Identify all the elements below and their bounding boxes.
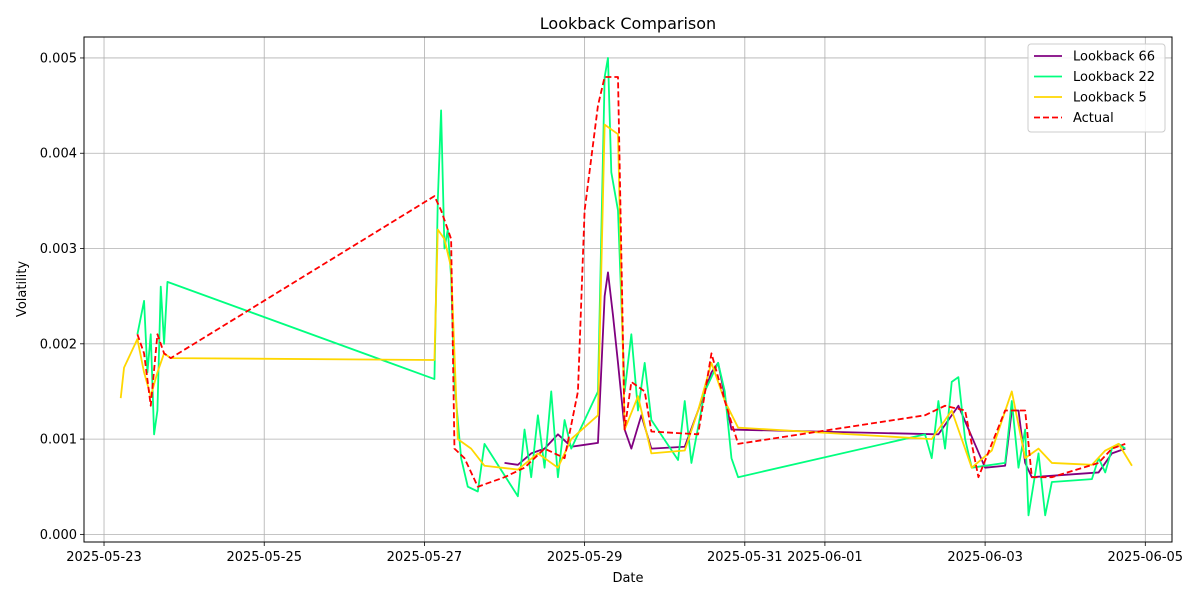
y-axis-label: Volatility xyxy=(15,261,30,317)
y-tick-label: 0.001 xyxy=(40,433,77,448)
x-tick-label: 2025-06-05 xyxy=(1108,550,1184,565)
series-layer xyxy=(119,57,1133,517)
y-tick-label: 0.002 xyxy=(40,337,77,352)
x-tick-label: 2025-06-03 xyxy=(947,550,1023,565)
series-line-1 xyxy=(504,271,1126,479)
ticks: 2025-05-23 2025-05-25 2025-05-27 2025-05-29… xyxy=(40,51,1183,565)
chart-title: Lookback Comparison xyxy=(540,14,716,33)
y-tick-label: 0.005 xyxy=(40,51,77,66)
x-axis-label: Date xyxy=(612,571,643,586)
grid xyxy=(84,37,1172,542)
x-tick-label: 2025-05-23 xyxy=(66,550,142,565)
x-tick-label: 2025-05-25 xyxy=(226,550,302,565)
y-tick-label: 0.000 xyxy=(40,528,77,543)
legend-label: Lookback 5 xyxy=(1073,91,1147,106)
legend-label: Lookback 66 xyxy=(1073,50,1155,65)
x-tick-label: 2025-05-27 xyxy=(387,550,463,565)
y-tick-label: 0.004 xyxy=(40,147,77,162)
x-tick-label: 2025-05-29 xyxy=(547,550,623,565)
series-line-3 xyxy=(119,123,1133,471)
series-line-4 xyxy=(136,76,1126,488)
x-tick-label: 2025-05-31 xyxy=(707,550,783,565)
legend-label: Actual xyxy=(1073,111,1114,126)
legend-label: Lookback 22 xyxy=(1073,70,1155,85)
legend-box xyxy=(1027,43,1166,133)
x-tick-label: 2025-06-01 xyxy=(787,550,863,565)
y-tick-label: 0.003 xyxy=(40,242,77,257)
plot-frame xyxy=(83,36,1173,543)
legend: Lookback 66 Lookback 22 Lookback 5 Actual xyxy=(1027,43,1166,133)
